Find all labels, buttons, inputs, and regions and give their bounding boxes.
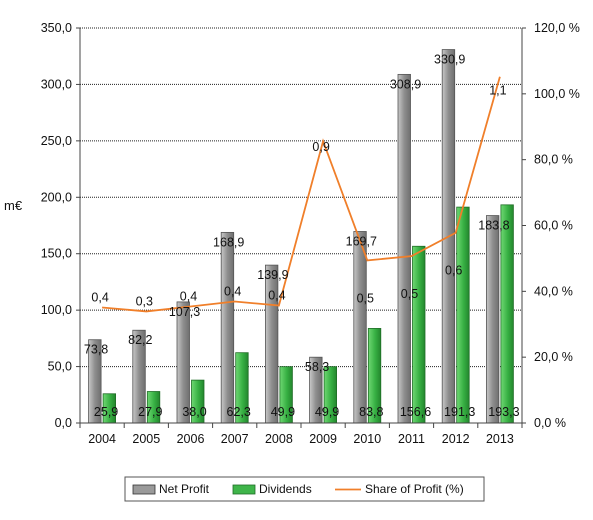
share-of-profit-line	[102, 77, 500, 312]
y-tick-label: 200,0	[41, 190, 72, 204]
dividends-label: 27,9	[138, 405, 162, 419]
share-line-series	[102, 77, 500, 312]
net-profit-label: 73,8	[84, 343, 108, 357]
x-tick-label: 2013	[486, 432, 514, 446]
share-label: 0,4	[224, 285, 241, 299]
x-tick-label: 2004	[88, 432, 116, 446]
x-tick-label: 2005	[132, 432, 160, 446]
share-label: 0,5	[401, 287, 418, 301]
x-tick-label: 2011	[398, 432, 425, 446]
y-axis-label: m€	[4, 198, 23, 213]
net-profit-label: 107,3	[169, 305, 200, 319]
y2-tick-label: 40,0 %	[534, 284, 573, 298]
legend-label-net-profit: Net Profit	[159, 482, 210, 496]
y-tick-label: 350,0	[41, 21, 72, 35]
share-label: 0,4	[91, 290, 108, 304]
dividends-label: 38,0	[182, 405, 206, 419]
net-profit-label: 330,9	[434, 53, 465, 67]
dividends-label: 49,9	[315, 405, 339, 419]
net-profit-label: 58,3	[305, 360, 329, 374]
x-tick-label: 2012	[442, 432, 470, 446]
y-tick-label: 300,0	[41, 77, 72, 91]
bar-net-profit	[398, 74, 411, 423]
bar-dividends	[501, 205, 514, 423]
y-tick-label: 250,0	[41, 134, 72, 148]
x-tick-label: 2007	[221, 432, 249, 446]
bar-dividends	[457, 207, 470, 423]
bar-net-profit	[486, 216, 499, 423]
y2-tick-label: 120,0 %	[534, 21, 580, 35]
net-profit-label: 308,9	[390, 77, 421, 91]
y-tick-label: 50,0	[48, 360, 72, 374]
x-tick-label: 2006	[177, 432, 205, 446]
x-tick-label: 2010	[353, 432, 381, 446]
share-label: 1,1	[489, 84, 506, 98]
bar-dividends	[413, 246, 426, 423]
gridlines	[80, 28, 522, 367]
dividends-label: 156,6	[400, 405, 431, 419]
net-profit-label: 168,9	[213, 235, 244, 249]
net-profit-label: 169,7	[346, 234, 377, 248]
share-label: 0,6	[445, 264, 462, 278]
share-label: 0,3	[136, 294, 153, 308]
dividends-label: 25,9	[94, 405, 118, 419]
x-tick-label: 2009	[309, 432, 337, 446]
legend-label-dividends: Dividends	[259, 482, 312, 496]
dividends-label: 49,9	[271, 405, 295, 419]
y-tick-label: 150,0	[41, 247, 72, 261]
y2-tick-label: 100,0 %	[534, 87, 580, 101]
dividends-label: 62,3	[227, 405, 251, 419]
bar-net-profit	[354, 231, 367, 423]
y2-tick-label: 60,0 %	[534, 219, 573, 233]
legend-swatch-net-profit	[133, 485, 155, 494]
y2-tick-label: 0,0 %	[534, 416, 566, 430]
net-profit-label: 82,2	[128, 333, 152, 347]
share-label: 0,5	[357, 291, 374, 305]
share-label: 0,4	[268, 288, 285, 302]
y2-tick-label: 20,0 %	[534, 350, 573, 364]
share-label: 0,4	[180, 289, 197, 303]
y-tick-label: 100,0	[41, 303, 72, 317]
legend: Net Profit Dividends Share of Profit (%)	[125, 477, 484, 501]
dividends-label: 83,8	[359, 405, 383, 419]
dividends-label: 193,3	[488, 405, 519, 419]
x-tick-label: 2008	[265, 432, 293, 446]
net-profit-label: 139,9	[257, 268, 288, 282]
y2-tick-label: 80,0 %	[534, 153, 573, 167]
y-tick-label: 0,0	[55, 416, 72, 430]
legend-swatch-dividends	[233, 485, 255, 494]
share-label: 0,9	[312, 140, 329, 154]
legend-label-share: Share of Profit (%)	[365, 482, 464, 496]
bar-net-profit	[221, 232, 234, 423]
dividends-label: 191,3	[444, 405, 475, 419]
net-profit-label: 183,8	[478, 219, 509, 233]
